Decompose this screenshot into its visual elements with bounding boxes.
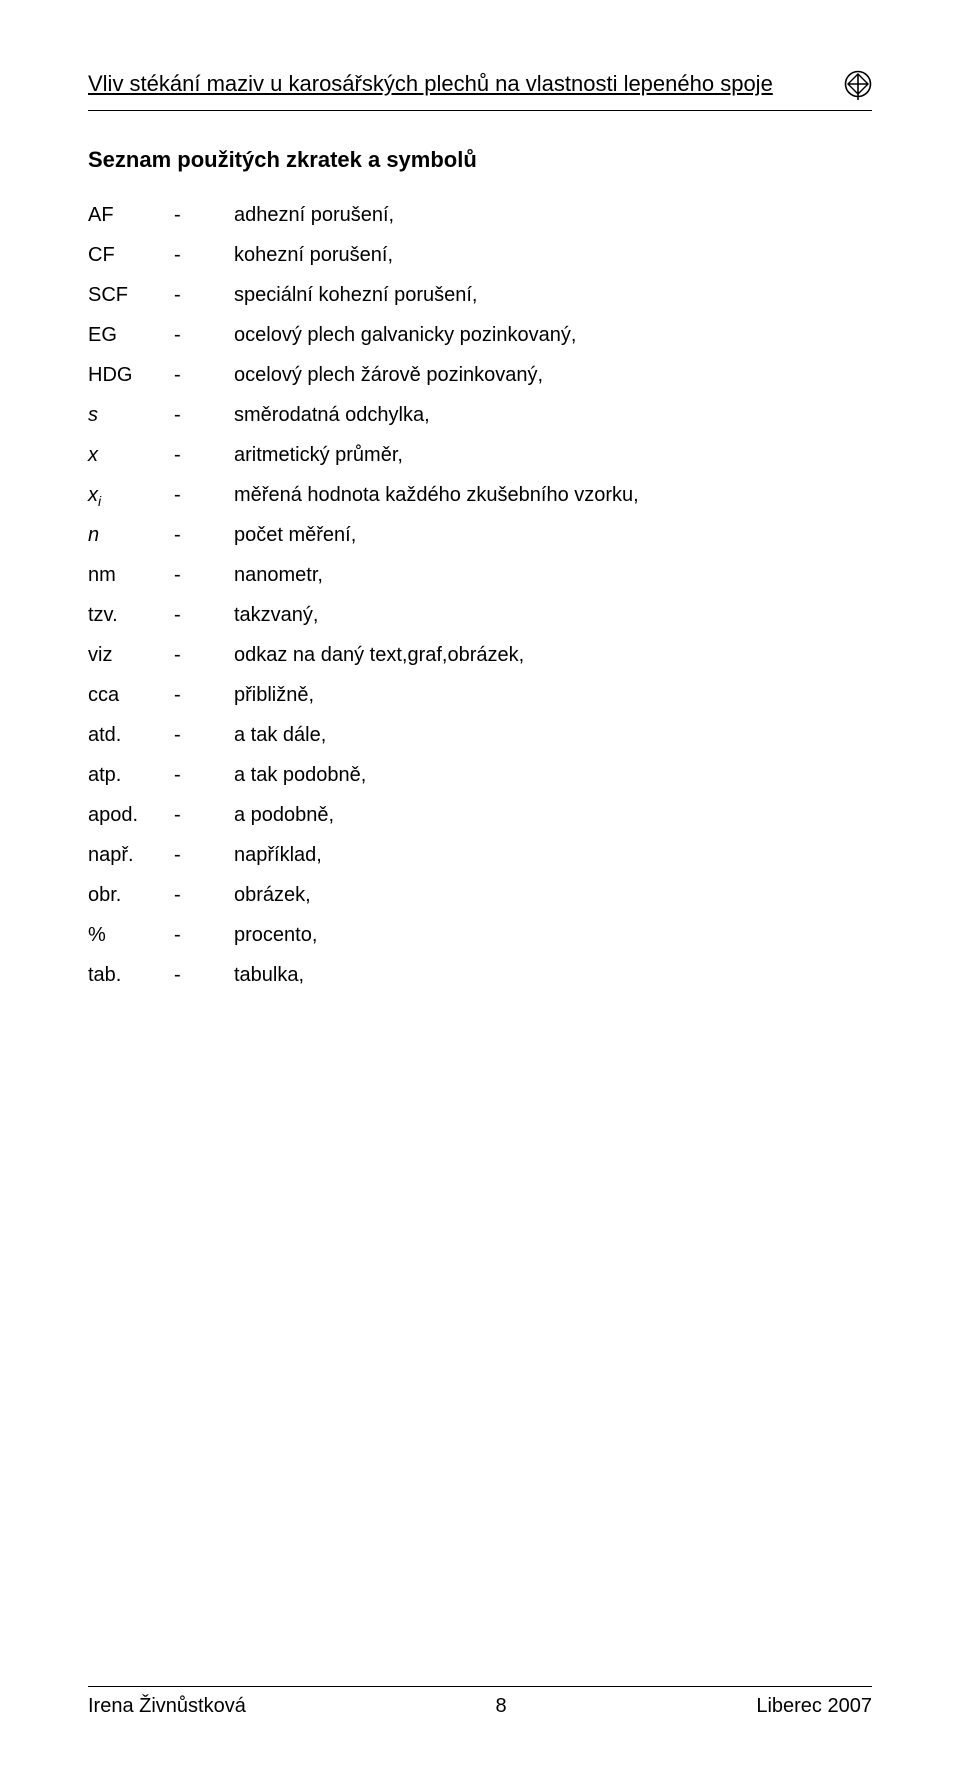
abbreviation-symbol: xi — [88, 475, 174, 515]
abbreviation-row: tab.-tabulka, — [88, 955, 872, 995]
abbreviation-dash: - — [174, 875, 234, 915]
abbreviation-row: viz-odkaz na daný text,graf,obrázek, — [88, 635, 872, 675]
footer-author: Irena Živnůstková — [88, 1695, 246, 1718]
abbreviation-description: a tak dále, — [234, 715, 872, 755]
abbreviation-row: např.-například, — [88, 835, 872, 875]
abbreviation-row: cca-přibližně, — [88, 675, 872, 715]
abbreviation-dash: - — [174, 715, 234, 755]
abbreviation-symbol: s — [88, 395, 174, 435]
abbreviation-row: atd.-a tak dále, — [88, 715, 872, 755]
page-footer: Irena Živnůstková 8 Liberec 2007 — [88, 1676, 872, 1718]
abbreviation-row: tzv.-takzvaný, — [88, 595, 872, 635]
abbreviation-dash: - — [174, 595, 234, 635]
abbreviation-dash: - — [174, 475, 234, 515]
abbreviation-description: počet měření, — [234, 515, 872, 555]
abbreviation-description: měřená hodnota každého zkušebního vzorku… — [234, 475, 872, 515]
abbreviation-description: odkaz na daný text,graf,obrázek, — [234, 635, 872, 675]
abbreviation-row: EG-ocelový plech galvanicky pozinkovaný, — [88, 315, 872, 355]
abbreviation-symbol: nm — [88, 555, 174, 595]
footer-rule — [88, 1686, 872, 1687]
abbreviation-row: CF-kohezní porušení, — [88, 235, 872, 275]
abbreviation-dash: - — [174, 675, 234, 715]
abbreviation-description: adhezní porušení, — [234, 195, 872, 235]
abbreviation-row: HDG-ocelový plech žárově pozinkovaný, — [88, 355, 872, 395]
abbreviation-dash: - — [174, 395, 234, 435]
abbreviation-symbol: obr. — [88, 875, 174, 915]
abbreviation-dash: - — [174, 515, 234, 555]
abbreviation-dash: - — [174, 355, 234, 395]
abbreviation-description: aritmetický průměr, — [234, 435, 872, 475]
header-title: Vliv stékání maziv u karosářských plechů… — [88, 70, 844, 99]
abbreviation-dash: - — [174, 915, 234, 955]
abbreviation-description: kohezní porušení, — [234, 235, 872, 275]
abbreviation-symbol: n — [88, 515, 174, 555]
abbreviation-symbol: x — [88, 435, 174, 475]
abbreviation-dash: - — [174, 195, 234, 235]
abbreviation-description: takzvaný, — [234, 595, 872, 635]
abbreviation-dash: - — [174, 755, 234, 795]
page-header: Vliv stékání maziv u karosářských plechů… — [88, 70, 872, 100]
abbreviation-symbol: tzv. — [88, 595, 174, 635]
abbreviation-description: procento, — [234, 915, 872, 955]
abbreviation-description: ocelový plech žárově pozinkovaný, — [234, 355, 872, 395]
abbreviation-description: například, — [234, 835, 872, 875]
abbreviation-row: n-počet měření, — [88, 515, 872, 555]
abbreviation-description: ocelový plech galvanicky pozinkovaný, — [234, 315, 872, 355]
abbreviation-row: nm-nanometr, — [88, 555, 872, 595]
abbreviation-row: s-směrodatná odchylka, — [88, 395, 872, 435]
abbreviation-dash: - — [174, 435, 234, 475]
abbreviation-dash: - — [174, 795, 234, 835]
abbreviation-symbol: AF — [88, 195, 174, 235]
abbreviation-symbol: SCF — [88, 275, 174, 315]
abbreviation-description: obrázek, — [234, 875, 872, 915]
abbreviation-description: přibližně, — [234, 675, 872, 715]
abbreviation-description: a tak podobně, — [234, 755, 872, 795]
abbreviation-symbol: % — [88, 915, 174, 955]
abbreviation-symbol: atp. — [88, 755, 174, 795]
abbreviation-description: nanometr, — [234, 555, 872, 595]
abbreviation-description: tabulka, — [234, 955, 872, 995]
abbreviation-row: apod.-a podobně, — [88, 795, 872, 835]
abbreviation-symbol: atd. — [88, 715, 174, 755]
logo-icon — [844, 70, 872, 100]
abbreviation-symbol: CF — [88, 235, 174, 275]
abbreviation-symbol: EG — [88, 315, 174, 355]
abbreviation-symbol: apod. — [88, 795, 174, 835]
abbreviation-dash: - — [174, 275, 234, 315]
abbreviation-dash: - — [174, 835, 234, 875]
abbreviation-description: směrodatná odchylka, — [234, 395, 872, 435]
footer-page-number: 8 — [496, 1695, 507, 1718]
abbreviation-row: x-aritmetický průměr, — [88, 435, 872, 475]
abbreviation-dash: - — [174, 635, 234, 675]
abbreviation-symbol: tab. — [88, 955, 174, 995]
abbreviation-description: speciální kohezní porušení, — [234, 275, 872, 315]
abbreviation-dash: - — [174, 555, 234, 595]
abbreviation-symbol: např. — [88, 835, 174, 875]
abbreviation-symbol: cca — [88, 675, 174, 715]
header-rule — [88, 110, 872, 111]
abbreviation-symbol: HDG — [88, 355, 174, 395]
abbreviation-dash: - — [174, 955, 234, 995]
abbreviation-row: SCF-speciální kohezní porušení, — [88, 275, 872, 315]
abbreviation-row: AF-adhezní porušení, — [88, 195, 872, 235]
section-title: Seznam použitých zkratek a symbolů — [88, 147, 872, 173]
abbreviation-dash: - — [174, 235, 234, 275]
abbreviation-list: AF-adhezní porušení,CF-kohezní porušení,… — [88, 195, 872, 995]
abbreviation-row: atp.-a tak podobně, — [88, 755, 872, 795]
abbreviation-row: %-procento, — [88, 915, 872, 955]
abbreviation-row: xi-měřená hodnota každého zkušebního vzo… — [88, 475, 872, 515]
abbreviation-description: a podobně, — [234, 795, 872, 835]
abbreviation-dash: - — [174, 315, 234, 355]
abbreviation-symbol: viz — [88, 635, 174, 675]
footer-place-year: Liberec 2007 — [756, 1695, 872, 1718]
abbreviation-row: obr.-obrázek, — [88, 875, 872, 915]
